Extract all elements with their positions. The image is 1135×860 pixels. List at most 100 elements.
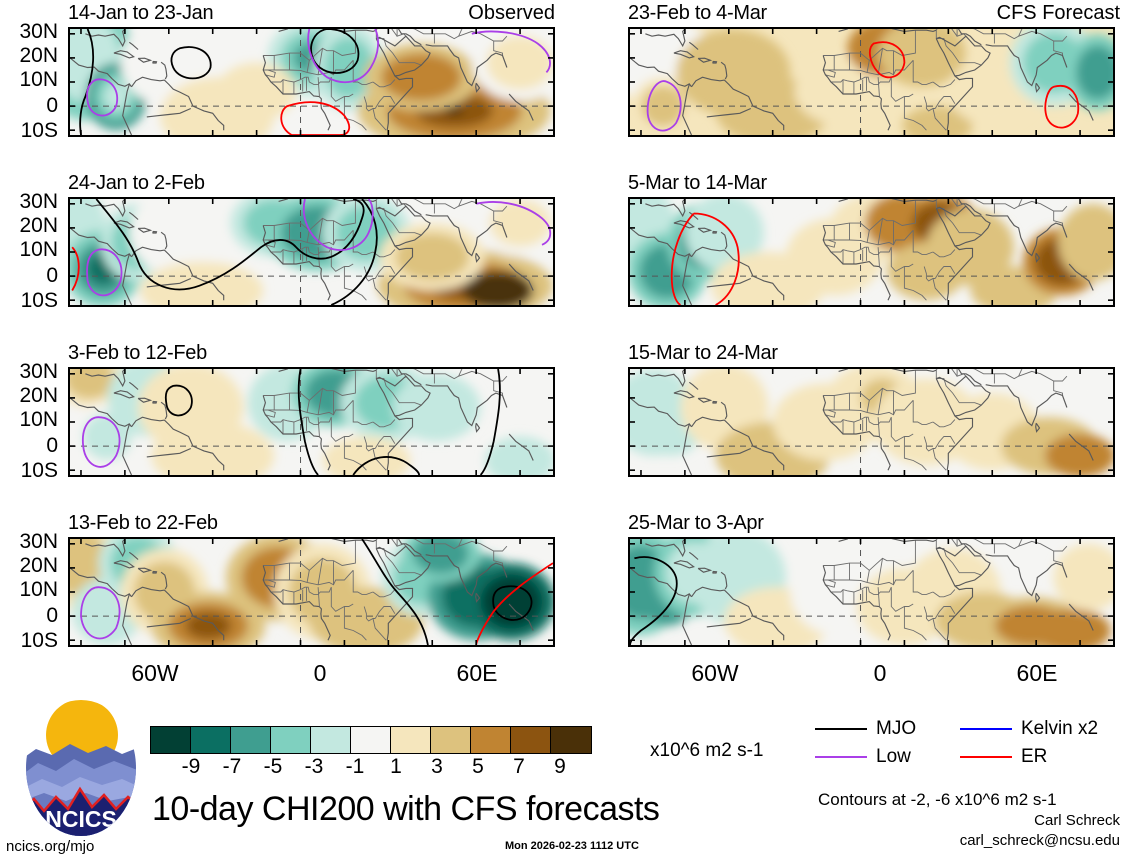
- coastline: [688, 381, 699, 390]
- coastline: [131, 76, 225, 131]
- coastline: [262, 225, 331, 301]
- political-border: [396, 199, 407, 207]
- legend-line-mjo-icon: [815, 728, 867, 730]
- political-border: [434, 539, 463, 550]
- coastline: [691, 246, 785, 301]
- coastline: [688, 551, 699, 560]
- panel-title-obs-4: 13-Feb to 22-Feb: [68, 512, 218, 534]
- ytick-10s-r3: 10S: [20, 459, 58, 482]
- wave-contour: [352, 456, 420, 475]
- wave-contour: [646, 80, 682, 132]
- political-border: [1018, 540, 1068, 552]
- footer-site-link[interactable]: ncics.org/mjo: [6, 838, 95, 855]
- coastline: [706, 107, 752, 118]
- coastline: [691, 416, 785, 471]
- coastline: [160, 231, 168, 250]
- colorbar-tick-6: 3: [431, 755, 443, 778]
- coastline: [957, 369, 966, 375]
- political-border: [372, 448, 387, 471]
- coastline: [936, 375, 991, 417]
- political-border: [412, 369, 435, 384]
- map-canvas: [630, 539, 1113, 645]
- political-border: [1053, 41, 1063, 56]
- political-border: [374, 266, 396, 279]
- coastline: [682, 424, 693, 475]
- colorbar-tick-9: 9: [554, 755, 566, 778]
- coastline: [1068, 603, 1094, 631]
- political-border: [317, 587, 320, 607]
- coastline: [935, 378, 974, 471]
- map-fcst-2[interactable]: [628, 197, 1115, 307]
- political-border: [825, 409, 836, 418]
- political-border: [352, 570, 374, 595]
- credit-name: Carl Schreck: [1034, 812, 1120, 829]
- map-canvas: [630, 29, 1113, 135]
- coastline: [673, 390, 696, 399]
- map-fcst-3[interactable]: [628, 367, 1115, 477]
- coastline: [146, 107, 192, 118]
- political-border: [343, 606, 367, 641]
- coastline: [697, 567, 713, 573]
- coastline: [673, 560, 696, 569]
- political-border: [823, 399, 914, 416]
- coastline: [1068, 263, 1094, 291]
- coastline: [375, 548, 414, 641]
- anomaly-shading: [392, 373, 481, 442]
- colorbar-swatch-4: [311, 727, 351, 753]
- political-border: [934, 96, 956, 109]
- coastline: [278, 199, 377, 202]
- colorbar-swatch-0: [151, 727, 191, 753]
- colorbar-swatch-10: [551, 727, 591, 753]
- axis-ticks: [630, 199, 1113, 305]
- anomaly-shading: [381, 53, 462, 101]
- coastline: [122, 594, 133, 645]
- political-border: [265, 579, 276, 588]
- coastline: [838, 199, 937, 202]
- coastline: [152, 60, 158, 64]
- coastline: [160, 401, 168, 420]
- credit-email: carl_schreck@ncsu.edu: [959, 832, 1120, 849]
- political-border: [270, 246, 332, 255]
- map-obs-2[interactable]: [68, 197, 555, 307]
- political-border: [396, 369, 407, 377]
- map-obs-4[interactable]: [68, 537, 555, 647]
- coastline: [712, 60, 718, 64]
- political-border: [877, 558, 883, 585]
- wave-contour: [307, 29, 379, 84]
- political-border: [912, 400, 934, 425]
- colorbar-swatch-9: [511, 727, 551, 753]
- political-border: [932, 278, 947, 301]
- colorbar-swatch-7: [431, 727, 471, 753]
- map-fcst-1[interactable]: [628, 27, 1115, 137]
- map-fcst-4[interactable]: [628, 537, 1115, 647]
- political-border: [825, 579, 836, 588]
- coastline: [936, 205, 991, 247]
- coastline: [1068, 93, 1094, 121]
- coastline: [262, 565, 331, 641]
- coastline: [131, 586, 225, 641]
- wave-contour: [310, 29, 360, 74]
- coastline: [137, 227, 153, 233]
- coastline: [70, 397, 132, 428]
- ytick-10n-r2: 10N: [19, 238, 58, 261]
- wave-contour: [302, 199, 374, 251]
- coastline: [152, 230, 158, 234]
- political-border: [263, 399, 354, 416]
- map-obs-3[interactable]: [68, 367, 555, 477]
- coastline: [965, 543, 982, 556]
- political-border: [935, 200, 982, 236]
- coastline: [397, 199, 406, 205]
- political-border: [317, 558, 323, 585]
- map-obs-1[interactable]: [68, 27, 555, 137]
- coastline: [122, 84, 133, 135]
- coastline: [822, 225, 891, 301]
- coastline: [936, 35, 991, 77]
- wave-contour: [71, 246, 80, 291]
- coastline: [720, 231, 728, 250]
- coastline: [712, 230, 718, 234]
- coastline: [630, 567, 692, 598]
- wave-contour: [479, 369, 501, 475]
- coastline: [706, 617, 752, 628]
- coastline: [376, 35, 431, 77]
- coastline: [673, 50, 696, 59]
